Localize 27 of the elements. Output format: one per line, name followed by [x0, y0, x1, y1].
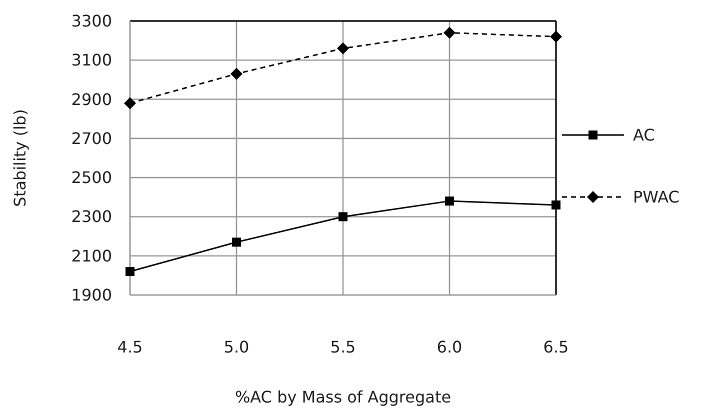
- legend-label: PWAC: [633, 188, 680, 206]
- x-axis-title: %AC by Mass of Aggregate: [234, 388, 452, 406]
- x-tick-label: 5.0: [224, 338, 250, 356]
- point: [550, 30, 562, 43]
- y-axis-title: Stability (lb): [10, 109, 30, 207]
- point: [126, 267, 134, 276]
- point: [552, 200, 560, 210]
- point: [232, 238, 241, 247]
- point: [230, 68, 242, 80]
- y-tick-label: 2700: [71, 128, 112, 148]
- y-tick-label: 2100: [71, 246, 112, 266]
- point: [124, 97, 136, 110]
- y-tick-label: 1900: [71, 286, 112, 304]
- y-tick-label: 2500: [71, 168, 112, 188]
- x-tick-label: 4.5: [117, 338, 143, 356]
- point: [338, 212, 348, 222]
- y-tick-label: 2300: [71, 207, 112, 226]
- point: [445, 196, 454, 206]
- point: [337, 42, 349, 54]
- legend-label: AC: [633, 126, 655, 144]
- x-tick-label: 6.5: [543, 338, 569, 356]
- y-tick-label: 2900: [71, 90, 112, 109]
- y-tick-label: 3100: [71, 50, 112, 70]
- x-tick-label: 6.0: [436, 338, 462, 356]
- point: [444, 26, 456, 39]
- y-tick-label: 3300: [71, 12, 112, 30]
- x-tick-label: 5.5: [330, 338, 356, 356]
